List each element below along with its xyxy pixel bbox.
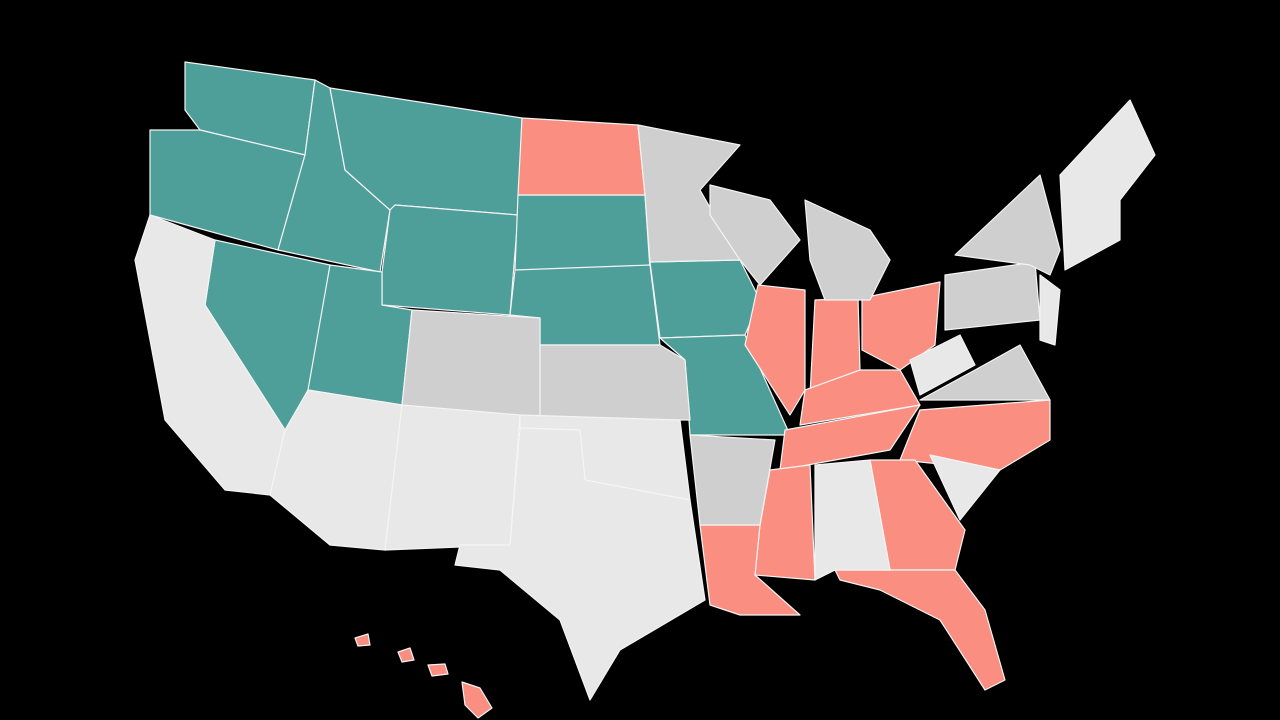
state-ia	[649, 259, 761, 339]
state-co	[401, 309, 541, 421]
state-nc	[899, 399, 1051, 471]
state-mo	[659, 334, 791, 436]
state-al	[814, 459, 891, 581]
state-il	[744, 284, 806, 416]
state-nd	[517, 117, 646, 196]
state-tx	[454, 427, 706, 701]
state-wy	[381, 204, 519, 316]
state-ks	[539, 344, 691, 421]
hawaii-island	[397, 647, 415, 663]
hawaii-island	[354, 633, 371, 647]
state-sd	[514, 194, 651, 271]
state-mi	[804, 199, 891, 301]
state-ky	[799, 369, 921, 426]
mid-atlantic	[1039, 274, 1061, 346]
state-sc	[929, 454, 1001, 521]
state-wi	[709, 184, 801, 286]
new-england	[1059, 99, 1156, 271]
state-wv	[909, 334, 976, 396]
hawaii-island	[427, 663, 449, 677]
hawaii-island	[461, 681, 493, 719]
state-va	[919, 344, 1051, 401]
state-ar	[689, 434, 776, 526]
state-tn	[779, 404, 921, 471]
state-fl	[834, 569, 1006, 691]
state-ny	[954, 174, 1061, 276]
state-nm	[384, 404, 521, 551]
